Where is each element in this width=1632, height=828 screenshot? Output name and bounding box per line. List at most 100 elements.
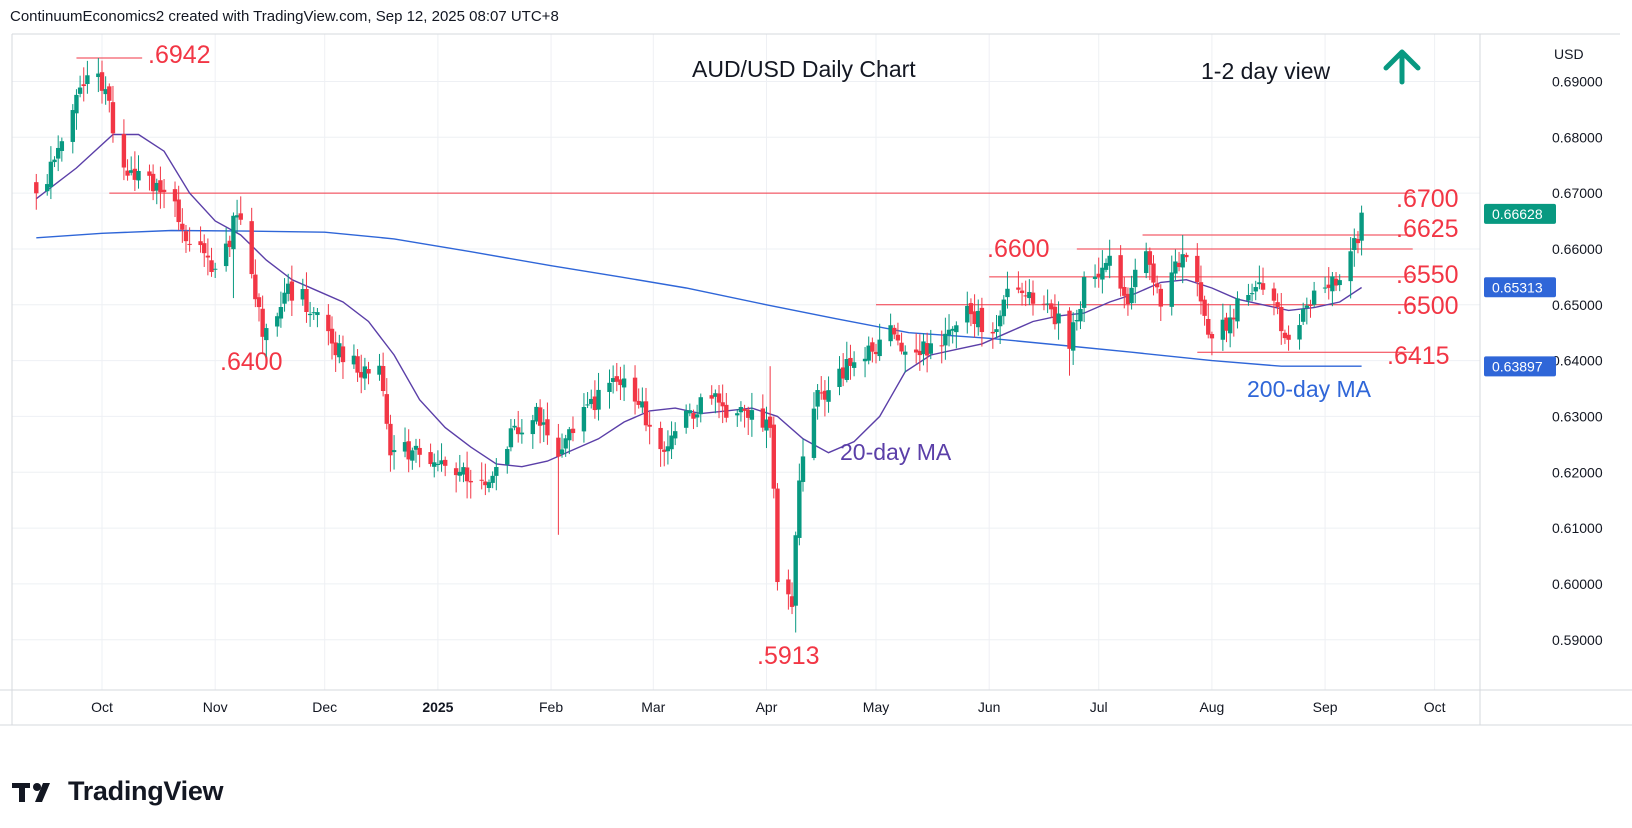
candle-body: [760, 408, 766, 428]
candle-body: [873, 351, 879, 355]
candle-body: [589, 398, 594, 405]
candle-body: [231, 215, 236, 250]
candle-body: [815, 390, 820, 407]
candle-body: [1030, 292, 1036, 304]
candle-body: [851, 362, 857, 368]
candle-body: [614, 376, 619, 382]
tradingview-logo: TradingView: [12, 776, 224, 807]
candle-body: [1125, 293, 1131, 304]
y-tick-label: 0.63000: [1552, 408, 1603, 424]
candle-body: [545, 419, 550, 436]
ma20-series: [35, 133, 1362, 468]
candle-body: [607, 382, 612, 392]
chart-grid: [0, 33, 1632, 726]
candle-body: [85, 75, 90, 85]
candle-body: [442, 459, 448, 466]
candle-body: [223, 243, 229, 267]
candle-body: [797, 480, 802, 538]
candle-body: [662, 449, 667, 452]
candle-body: [950, 328, 955, 331]
level-label: .6500: [1396, 292, 1459, 320]
candle-body: [1235, 298, 1240, 322]
candle-body: [278, 307, 284, 319]
candle-body: [505, 448, 510, 465]
candle-body: [479, 479, 484, 481]
candle-body: [311, 312, 316, 314]
candle-body: [1147, 251, 1153, 265]
candle-body: [811, 408, 817, 458]
candle-body: [176, 199, 181, 223]
candle-body: [618, 379, 623, 386]
candle-body: [227, 240, 232, 247]
candle-body: [34, 182, 39, 194]
candle-body: [968, 303, 974, 315]
candle-body: [1045, 303, 1050, 305]
candle-body: [895, 334, 901, 341]
y-tick-label: 0.62000: [1552, 464, 1603, 480]
candle-body: [439, 460, 444, 465]
level-label: .6415: [1387, 342, 1450, 370]
candle-body: [917, 350, 923, 356]
candle-body: [1158, 288, 1163, 307]
arrow-head: [1383, 49, 1421, 71]
candle-body: [132, 168, 138, 180]
candle-body: [946, 329, 952, 336]
level-label: .5913: [757, 642, 820, 670]
candle-body: [355, 356, 360, 373]
candle-body: [77, 87, 83, 94]
candle-body: [406, 441, 411, 460]
candle-body: [862, 358, 868, 362]
x-axis: Oct Nov Dec 2025 Feb Mar Apr May Jun Jul Aug Sep Oct: [91, 699, 1446, 715]
candle-body: [840, 367, 846, 379]
candle-body: [716, 393, 722, 403]
candle-body: [490, 475, 495, 483]
candle-body: [647, 424, 652, 427]
candle-body: [516, 427, 521, 435]
candle-body: [771, 424, 776, 489]
candle-body: [453, 468, 459, 476]
candle-body: [720, 402, 725, 407]
level-label: .6625: [1396, 215, 1459, 243]
candle-body: [1154, 283, 1160, 288]
y-tick-label: 0.64000: [1552, 353, 1603, 369]
candle-body: [939, 345, 944, 347]
currency-label: USD: [1554, 46, 1584, 62]
candle-body: [96, 73, 101, 78]
candle-body: [698, 397, 703, 415]
candle-body: [1308, 304, 1313, 306]
candle-body: [643, 401, 649, 426]
ma200-series: [36, 229, 1362, 367]
price-badge-label: 0.63897: [1492, 358, 1543, 374]
x-tick-label: Mar: [641, 699, 665, 715]
candle-body: [640, 401, 645, 408]
candle-body: [1322, 287, 1328, 289]
x-tick-label: Jul: [1090, 699, 1108, 715]
x-tick-label: Sep: [1313, 699, 1338, 715]
candle-body: [129, 170, 134, 173]
candles-series: [34, 58, 1364, 633]
candle-body: [256, 297, 262, 308]
candle-body: [1209, 334, 1215, 339]
candle-body: [468, 480, 473, 483]
candle-body: [1184, 254, 1189, 258]
candle-body: [800, 456, 806, 482]
candle-body: [913, 349, 919, 353]
candle-body: [1041, 303, 1047, 305]
candle-body: [658, 427, 663, 450]
candle-body: [45, 184, 50, 192]
candle-body: [1355, 238, 1361, 244]
candle-body: [1107, 255, 1112, 266]
candle-body: [1282, 332, 1288, 339]
candle-body: [486, 482, 492, 488]
candle-body: [212, 268, 218, 270]
candle-body: [304, 288, 309, 313]
candle-body: [1286, 334, 1291, 340]
tradingview-logo-text: TradingView: [68, 776, 224, 806]
candle-body: [55, 147, 61, 159]
candle-body: [384, 394, 389, 424]
candle-body: [749, 410, 755, 420]
candle-body: [1100, 267, 1105, 280]
candle-body: [1169, 272, 1174, 307]
candle-body: [81, 84, 86, 87]
